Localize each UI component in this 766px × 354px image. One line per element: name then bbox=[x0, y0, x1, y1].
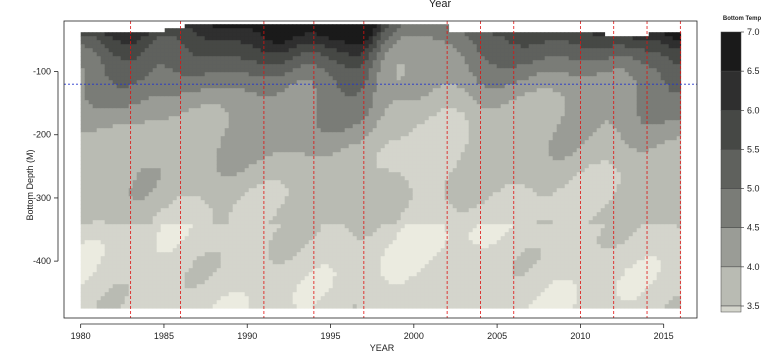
x-tick-label: 2010 bbox=[570, 331, 590, 341]
legend-swatch bbox=[720, 149, 742, 189]
legend-label: 7.0 bbox=[747, 27, 760, 37]
legend-label: 3.5 bbox=[747, 301, 760, 311]
y-axis-title: Bottom Depth (M) bbox=[25, 149, 35, 220]
chart-title: Year bbox=[429, 0, 452, 10]
x-tick-label: 1985 bbox=[154, 331, 174, 341]
legend-label: 4.5 bbox=[747, 223, 760, 233]
x-axis-title: YEAR bbox=[370, 343, 395, 353]
legend-swatch bbox=[720, 188, 742, 228]
plot-frame bbox=[63, 20, 698, 319]
x-tick-label: 2015 bbox=[654, 331, 674, 341]
y-tick-label: -400 bbox=[33, 256, 51, 266]
legend-label: 6.5 bbox=[747, 66, 760, 76]
x-tick-label: 2000 bbox=[404, 331, 424, 341]
x-tick-label: 1990 bbox=[237, 331, 257, 341]
vertical-reference-lines bbox=[130, 21, 681, 318]
legend-label: 5.0 bbox=[747, 184, 760, 194]
x-tick-label: 1995 bbox=[321, 331, 341, 341]
y-tick-label: -200 bbox=[33, 130, 51, 140]
legend-swatch bbox=[720, 305, 742, 313]
legend-label: 5.5 bbox=[747, 144, 760, 154]
legend-label: 4.0 bbox=[747, 262, 760, 272]
legend-swatch bbox=[720, 266, 742, 307]
temperature-contour-field bbox=[80, 24, 682, 309]
x-tick-label: 2005 bbox=[487, 331, 507, 341]
legend-swatch bbox=[720, 110, 742, 150]
color-legend: Bottom Temp 7.0 6.5 6.0 5.5 5.0 4.5 4.0 3.5 bbox=[720, 16, 762, 313]
legend-swatch bbox=[720, 31, 742, 72]
legend-swatch bbox=[720, 70, 742, 111]
x-tick-label: 1980 bbox=[71, 331, 91, 341]
y-axis: -100 -200 -300 -400 bbox=[33, 67, 59, 266]
legend-swatch bbox=[720, 227, 742, 268]
legend-label: 6.0 bbox=[747, 105, 760, 115]
legend-title: Bottom Temp bbox=[723, 16, 762, 22]
y-tick-label: -100 bbox=[33, 67, 51, 77]
y-tick-label: -300 bbox=[33, 193, 51, 203]
x-axis: 1980 1985 1990 1995 2000 2005 2010 2015 bbox=[71, 323, 674, 341]
